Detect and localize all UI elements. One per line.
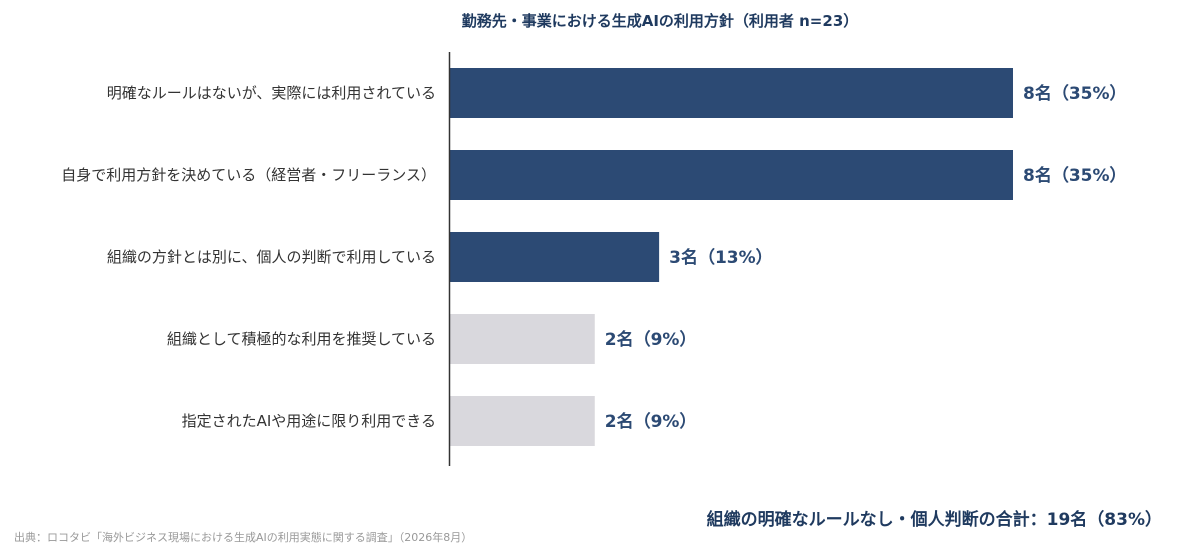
category-label-1: 明確なルールはないが、実際には利用されている (107, 84, 436, 102)
category-label-3: 組織の方針とは別に、個人の判断で利用している (107, 248, 436, 266)
chart-title: 勤務先・事業における生成AIの利用方針（利用者 n=23） (462, 12, 859, 30)
bar-5 (450, 396, 595, 446)
category-label-4: 組織として積極的な利用を推奨している (167, 330, 436, 348)
source-note: 出典：ロコタビ「海外ビジネス現場における生成AIの利用実態に関する調査」（202… (14, 530, 472, 544)
bars-group: 明確なルールはないが、実際には利用されている 8名（35%） 自身で利用方針を決めて… (61, 68, 1127, 446)
bar-1 (450, 68, 1013, 118)
category-label-5: 指定されたAIや用途に限り利用できる (182, 412, 436, 430)
value-label-1: 8名（35%） (1023, 83, 1127, 104)
summary-note: 組織の明確なルールなし・個人判断の合計：19名（83%） (707, 509, 1162, 530)
bar-4 (450, 314, 595, 364)
category-label-2: 自身で利用方針を決めている（経営者・フリーランス） (61, 166, 436, 184)
value-label-4: 2名（9%） (605, 329, 697, 350)
bar-3 (450, 232, 660, 282)
value-label-3: 3名（13%） (669, 247, 773, 268)
bar-2 (450, 150, 1013, 200)
value-label-2: 8名（35%） (1023, 165, 1127, 186)
value-label-5: 2名（9%） (605, 411, 697, 432)
